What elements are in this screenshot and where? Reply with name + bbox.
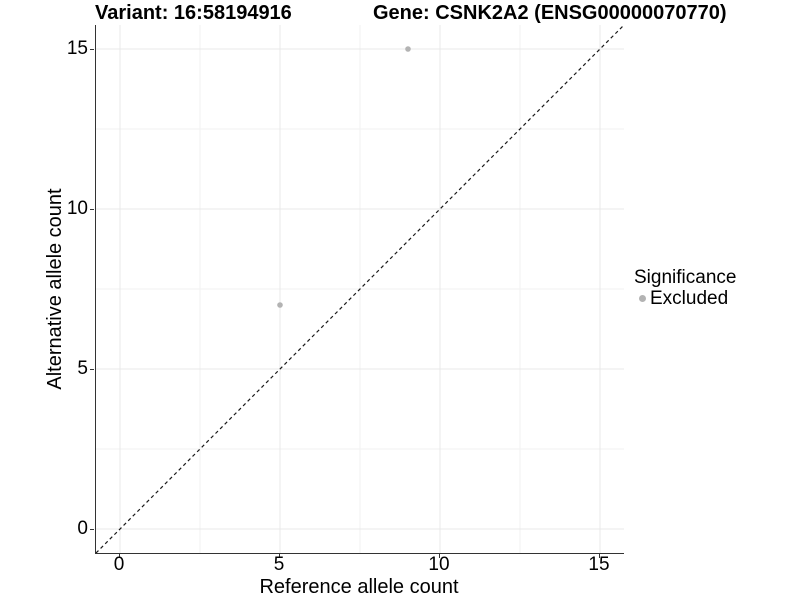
y-tick-mark [90, 529, 94, 530]
plot-panel [95, 25, 624, 554]
x-tick-mark [599, 554, 600, 558]
x-tick-label: 0 [113, 554, 125, 575]
legend-item-excluded: Excluded [634, 288, 736, 309]
chart-canvas [96, 25, 624, 553]
x-tick-mark [439, 554, 440, 558]
legend: Significance Excluded [634, 267, 736, 309]
data-point [405, 46, 411, 52]
x-tick-label: 10 [428, 554, 450, 575]
legend-point-icon [639, 295, 646, 302]
y-tick-mark [90, 49, 94, 50]
x-tick-label: 5 [273, 554, 285, 575]
y-tick-label: 0 [77, 518, 88, 539]
legend-item-label: Excluded [650, 288, 729, 309]
x-axis-title: Reference allele count [259, 576, 459, 598]
y-tick-label: 5 [77, 358, 88, 379]
x-tick-mark [279, 554, 280, 558]
y-axis-title: Alternative allele count [44, 188, 66, 390]
data-point [277, 302, 283, 308]
plot-title-variant: Variant: 16:58194916 [95, 2, 292, 24]
y-tick-label: 10 [66, 198, 88, 219]
identity-line [96, 25, 624, 553]
legend-title: Significance [634, 267, 737, 288]
y-tick-mark [90, 369, 94, 370]
x-tick-label: 15 [588, 554, 610, 575]
y-tick-label: 15 [66, 38, 88, 59]
x-tick-mark [119, 554, 120, 558]
y-tick-mark [90, 209, 94, 210]
plot-title-gene: Gene: CSNK2A2 (ENSG00000070770) [373, 2, 727, 24]
